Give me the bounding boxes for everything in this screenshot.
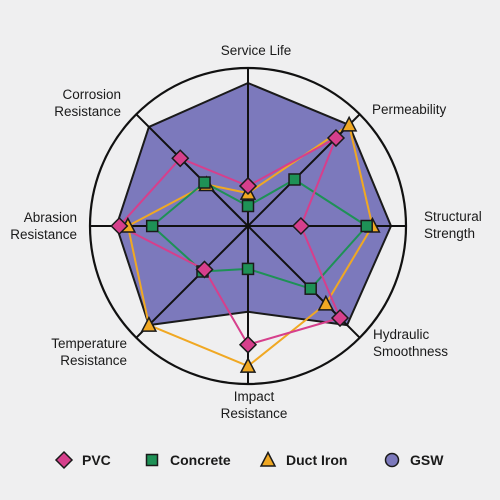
- axis-label-permeability: Permeability: [372, 102, 447, 117]
- grid-layer: [88, 66, 408, 386]
- point-pvc-structural-strength: [291, 216, 310, 236]
- legend-marker-pvc: [54, 450, 74, 470]
- legend-item-duct-iron: Duct Iron: [259, 450, 347, 468]
- legend-item-pvc: PVC: [54, 450, 111, 470]
- legend: PVC Concrete Duct Iron GSW: [54, 450, 444, 470]
- legend-label-gsw: GSW: [410, 452, 444, 468]
- point-duct-iron-permeability: [340, 115, 358, 132]
- axis-label-hydraulic-smoothness: Hydraulic Smoothness: [373, 327, 448, 359]
- legend-item-concrete: Concrete: [145, 452, 231, 468]
- point-pvc-abrasion-resistance: [110, 216, 129, 236]
- legend-item-gsw: GSW: [384, 452, 444, 468]
- axis-label-abrasion-resistance: Abrasion Resistance: [10, 210, 77, 242]
- axis-spoke-temperature-resistance: [135, 225, 249, 339]
- point-duct-iron-hydraulic-smoothness: [317, 294, 335, 311]
- legend-marker-concrete: [145, 453, 159, 467]
- legend-label-duct-iron: Duct Iron: [286, 452, 347, 468]
- point-concrete-hydraulic-smoothness: [304, 282, 317, 295]
- point-pvc-permeability: [326, 128, 346, 148]
- axis-label-structural-strength: Structural Strength: [424, 209, 482, 241]
- point-pvc-impact-resistance: [238, 335, 258, 354]
- axis-labels-layer: Service Life Permeability Structural Streng…: [10, 43, 482, 421]
- legend-marker-duct-iron: [259, 450, 277, 467]
- axis-label-service-life: Service Life: [221, 43, 292, 58]
- axis-label-temperature-resistance: Temperature Resistance: [51, 336, 127, 368]
- point-pvc-service-life: [238, 176, 258, 196]
- point-concrete-structural-strength: [360, 219, 373, 233]
- point-concrete-abrasion-resistance: [145, 219, 159, 233]
- markers-layer: [110, 115, 381, 373]
- point-concrete-impact-resistance: [241, 262, 255, 276]
- axis-label-impact-resistance: Impact Resistance: [221, 389, 288, 421]
- legend-marker-gsw: [384, 452, 400, 468]
- point-concrete-corrosion-resistance: [198, 176, 211, 189]
- axis-label-corrosion-resistance: Corrosion Resistance: [54, 87, 121, 119]
- point-concrete-service-life: [241, 199, 255, 213]
- point-pvc-corrosion-resistance: [171, 149, 190, 168]
- axis-spoke-permeability: [247, 113, 361, 227]
- point-pvc-hydraulic-smoothness: [330, 308, 350, 328]
- point-duct-iron-impact-resistance: [239, 357, 257, 373]
- legend-label-concrete: Concrete: [170, 452, 231, 468]
- point-concrete-permeability: [288, 173, 301, 186]
- point-duct-iron-temperature-resistance: [140, 315, 158, 332]
- legend-label-pvc: PVC: [82, 452, 111, 468]
- point-pvc-temperature-resistance: [195, 260, 214, 279]
- axis-spoke-corrosion-resistance: [135, 113, 249, 227]
